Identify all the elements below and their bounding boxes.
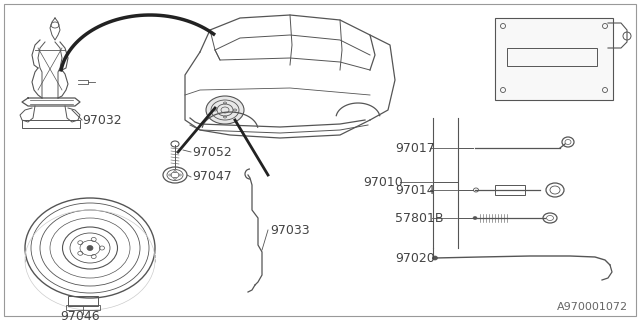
Bar (495, 185, 525, 195)
Ellipse shape (206, 96, 244, 124)
Bar (22, 120, 80, 128)
Text: 97046: 97046 (60, 309, 100, 320)
Text: 57801B: 57801B (395, 212, 444, 225)
Text: 97032: 97032 (82, 114, 122, 126)
Text: 97020: 97020 (395, 252, 435, 265)
Bar (66, 305, 100, 310)
Text: 97052: 97052 (192, 146, 232, 158)
Text: 97047: 97047 (192, 171, 232, 183)
Text: 97033: 97033 (270, 223, 310, 236)
Bar (68, 296, 98, 306)
Bar (507, 48, 597, 66)
Text: 97014: 97014 (395, 183, 435, 196)
Ellipse shape (433, 256, 438, 260)
Ellipse shape (473, 217, 477, 220)
Bar (495, 18, 613, 100)
Text: 97010: 97010 (363, 175, 403, 188)
Text: 97017: 97017 (395, 141, 435, 155)
Text: A970001072: A970001072 (557, 302, 628, 312)
Ellipse shape (87, 245, 93, 251)
